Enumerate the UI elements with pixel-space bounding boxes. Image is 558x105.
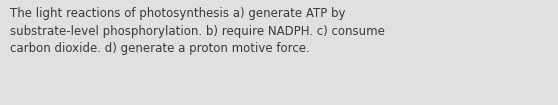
Text: The light reactions of photosynthesis a) generate ATP by
substrate-level phospho: The light reactions of photosynthesis a)…: [10, 7, 385, 55]
